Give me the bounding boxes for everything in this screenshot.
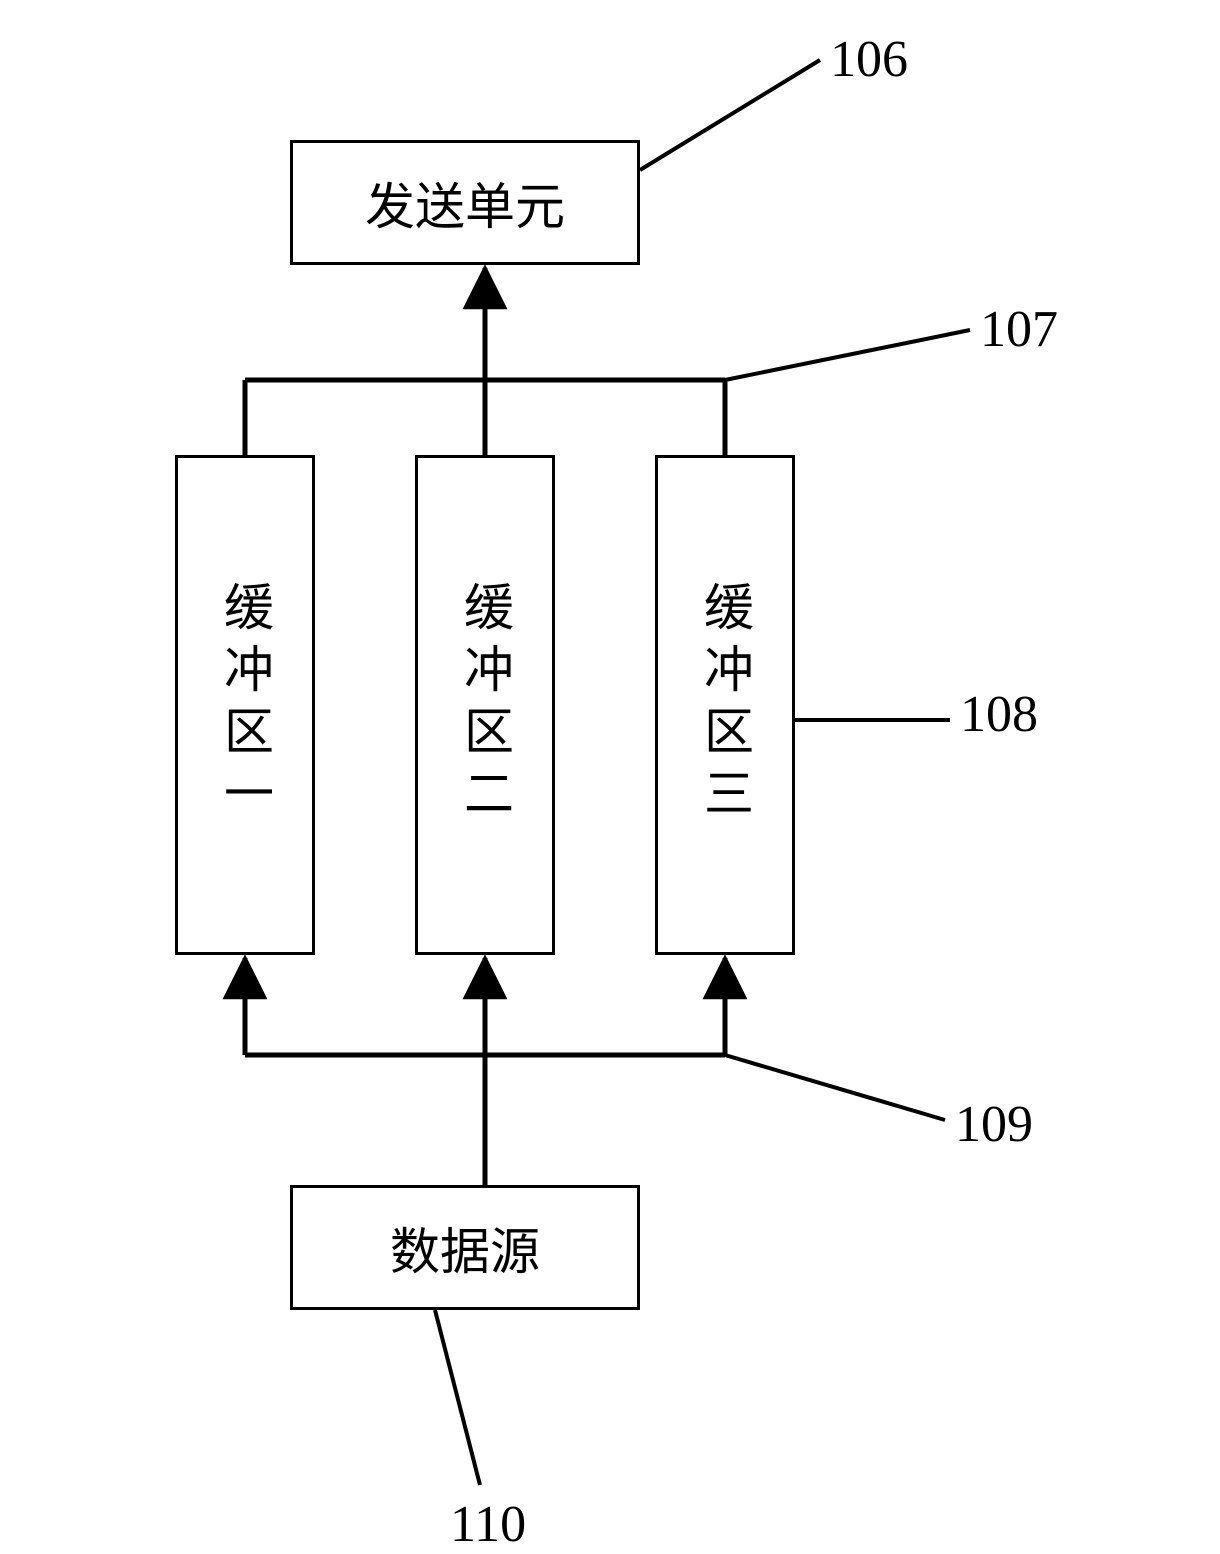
top-bus bbox=[245, 268, 725, 455]
buffer-3-label: 缓冲区三 bbox=[689, 581, 761, 829]
send-unit-label: 发送单元 bbox=[365, 167, 565, 239]
buffer-3-box: 缓冲区三 bbox=[655, 455, 795, 955]
data-source-label: 数据源 bbox=[390, 1212, 540, 1284]
bottom-bus bbox=[245, 958, 725, 1185]
callout-107: 107 bbox=[980, 300, 1058, 359]
send-unit-box: 发送单元 bbox=[290, 140, 640, 265]
data-source-box: 数据源 bbox=[290, 1185, 640, 1310]
buffer-1-box: 缓冲区一 bbox=[175, 455, 315, 955]
callout-108: 108 bbox=[960, 685, 1038, 744]
callout-106: 106 bbox=[830, 30, 908, 89]
callout-110: 110 bbox=[450, 1495, 526, 1554]
buffer-2-label: 缓冲区二 bbox=[449, 581, 521, 829]
buffer-2-box: 缓冲区二 bbox=[415, 455, 555, 955]
buffer-1-label: 缓冲区一 bbox=[209, 581, 281, 829]
callout-109: 109 bbox=[955, 1095, 1033, 1154]
